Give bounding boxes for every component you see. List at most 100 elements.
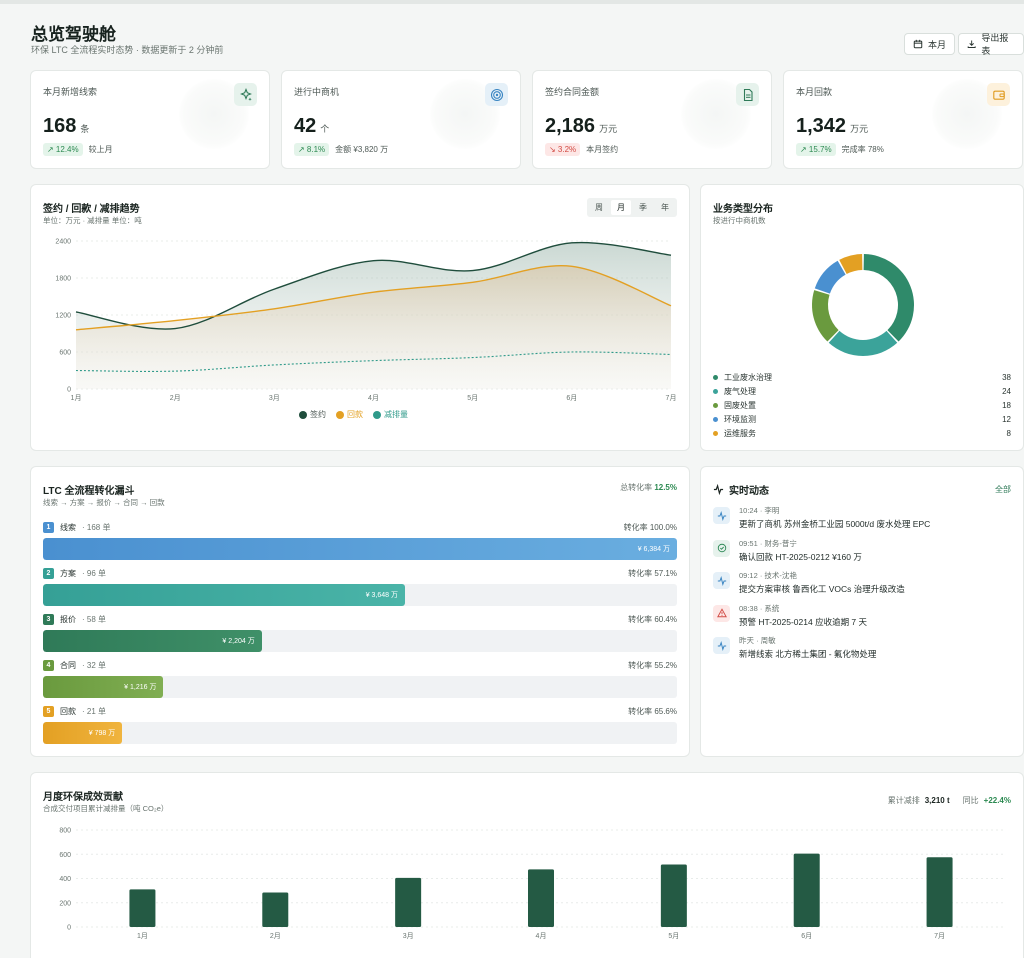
- x-tick-label: 5月: [668, 932, 679, 940]
- biz-legend-row: 固废处置 18: [713, 398, 1011, 412]
- biz-legend-swatch: [713, 402, 718, 408]
- y-tick-label: 2400: [55, 239, 71, 246]
- export-button-label: 导出报表: [981, 33, 1009, 56]
- funnel-bar[interactable]: ¥ 3,648 万: [43, 584, 405, 606]
- page-title: 总览驾驶舱: [31, 25, 116, 44]
- biz-legend-row: 运维服务 8: [713, 426, 1011, 440]
- funnel-track: ¥ 3,648 万: [43, 584, 677, 606]
- funnel-bar[interactable]: ¥ 6,384 万: [43, 538, 677, 560]
- legend-item: 签约: [299, 409, 326, 420]
- activity-all-link[interactable]: 全部: [995, 485, 1011, 494]
- activity-body: 昨天 · 周敏 新增线索 北方稀土集团 - 氟化物处理: [739, 635, 876, 660]
- legend-swatch: [336, 410, 344, 419]
- legend-label: 签约: [310, 410, 326, 419]
- activity-item[interactable]: 08:38 · 系统 预警 HT-2025-0214 应收逾期 7 天: [713, 603, 1011, 628]
- period-tab[interactable]: 周: [595, 203, 603, 212]
- series-area-回款: [76, 265, 671, 389]
- kpi-value-wrap: 168 条: [43, 115, 89, 138]
- donut-slice: [814, 260, 846, 294]
- legend-label: 回款: [347, 410, 363, 419]
- funnel-subtitle: 线索 → 方案 → 报价 → 合同 → 回款: [43, 498, 165, 507]
- biz-legend-swatch: [713, 374, 718, 380]
- funnel-track: ¥ 2,204 万: [43, 630, 677, 652]
- trend-subtitle: 单位：万元 · 减排量 单位：吨: [43, 216, 142, 225]
- funnel-stage-number: 4: [43, 659, 54, 671]
- kpi-unit: 万元: [599, 124, 618, 134]
- kpi-label: 本月新增线索: [43, 87, 98, 97]
- funnel-stage: 5 回款 · 21 单 转化率 65.6% ¥ 798 万: [43, 704, 677, 744]
- funnel-bar[interactable]: ¥ 798 万: [43, 722, 123, 744]
- funnel-title: LTC 全流程转化漏斗: [43, 486, 135, 497]
- activity-text: 更新了商机 苏州金桥工业园 5000t/d 废水处理 EPC: [739, 519, 931, 529]
- x-tick-label: 6月: [566, 394, 577, 402]
- biz-legend-value: 12: [1002, 414, 1011, 424]
- y-tick-label: 1800: [55, 276, 71, 283]
- funnel-card: LTC 全流程转化漏斗 线索 → 方案 → 报价 → 合同 → 回款 总转化率 …: [30, 466, 690, 757]
- y-tick-label: 0: [67, 387, 71, 394]
- y-tick-label: 0: [67, 925, 71, 932]
- funnel-bar[interactable]: ¥ 2,204 万: [43, 630, 262, 652]
- kpi-footer: ↗ 15.7% 完成率 78%: [796, 143, 884, 156]
- period-tab[interactable]: 季: [639, 203, 647, 212]
- funnel-stage-header: 1 线索 · 168 单 转化率 100.0%: [43, 520, 677, 534]
- kpi-label: 进行中商机: [294, 87, 340, 97]
- env-bar: [129, 889, 156, 927]
- funnel-stage-name: 线索: [60, 522, 76, 532]
- env-total-label: 累计减排: [887, 796, 920, 805]
- funnel-stage-rate: 转化率 57.1%: [628, 568, 677, 578]
- period-button[interactable]: 本月: [904, 33, 956, 55]
- x-tick-label: 5月: [467, 394, 478, 402]
- kpi-delta-badge: ↘ 3.2%: [545, 143, 581, 156]
- y-tick-label: 400: [59, 876, 71, 883]
- x-tick-label: 3月: [269, 394, 280, 402]
- period-tab[interactable]: 月: [611, 200, 631, 215]
- funnel-total: 总转化率 12.5%: [620, 482, 677, 493]
- funnel-stage-number: 5: [43, 705, 54, 717]
- funnel-stage-name: 方案: [60, 568, 76, 578]
- activity-item[interactable]: 09:12 · 技术-沈艳 提交方案审核 鲁西化工 VOCs 治理升级改造: [713, 570, 1011, 595]
- kpi-value: 42: [294, 115, 317, 137]
- biz-legend-name: 工业废水治理: [724, 372, 772, 382]
- x-tick-label: 7月: [666, 394, 677, 402]
- top-border: [0, 0, 1024, 4]
- legend-item: 回款: [336, 409, 363, 420]
- activity-item[interactable]: 10:24 · 李明 更新了商机 苏州金桥工业园 5000t/d 废水处理 EPC: [713, 505, 1011, 530]
- funnel-bar[interactable]: ¥ 1,216 万: [43, 676, 164, 698]
- env-title: 月度环保成效贡献: [43, 792, 123, 803]
- period-tab[interactable]: 年: [661, 203, 669, 212]
- legend-swatch: [373, 410, 381, 419]
- kpi-delta-badge: ↗ 15.7%: [796, 143, 836, 156]
- activity-text: 新增线索 北方稀土集团 - 氟化物处理: [739, 649, 877, 659]
- funnel-stage-count: · 58 单: [82, 614, 107, 624]
- x-tick-label: 4月: [368, 394, 379, 402]
- series-line-回款: [75, 264, 672, 331]
- activity-item[interactable]: 09:51 · 财务-普宁 确认回款 HT-2025-0212 ¥160 万: [713, 538, 1011, 563]
- funnel-stage-header: 4 合同 · 32 单 转化率 55.2%: [43, 658, 677, 672]
- activity-meta: 08:38 · 系统: [739, 603, 780, 613]
- funnel-stage: 2 方案 · 96 单 转化率 57.1% ¥ 3,648 万: [43, 566, 677, 606]
- env-bar: [528, 869, 554, 927]
- y-tick-label: 600: [59, 852, 71, 859]
- kpi-label: 本月回款: [796, 87, 833, 97]
- biz-legend-row: 工业废水治理 38: [713, 370, 1011, 384]
- export-button[interactable]: 导出报表: [958, 33, 1024, 56]
- pulse-icon: [713, 507, 730, 524]
- trend-legend: 签约 回款 减排量: [299, 409, 408, 420]
- x-tick-label: 4月: [536, 932, 547, 940]
- env-bar: [395, 877, 422, 927]
- pulse-icon: [713, 484, 724, 495]
- kpi-footer: ↘ 3.2% 本月签约: [545, 143, 618, 156]
- y-tick-label: 800: [59, 828, 71, 835]
- funnel-stage-header: 3 报价 · 58 单 转化率 60.4%: [43, 612, 677, 626]
- biz-card: 业务类型分布 按进行中商机数 工业废水治理 38 废气处理 24 固废处置 18 环境监测 1…: [700, 184, 1024, 451]
- x-tick-label: 1月: [137, 932, 148, 940]
- kpi-value: 1,342: [796, 115, 847, 137]
- funnel-stage-count: · 21 单: [82, 706, 107, 716]
- env-bar: [262, 892, 289, 927]
- activity-meta: 09:12 · 技术-沈艳: [739, 571, 797, 580]
- funnel-stage-count: · 32 单: [82, 660, 107, 670]
- activity-item[interactable]: 昨天 · 周敏 新增线索 北方稀土集团 - 氟化物处理: [713, 635, 1011, 660]
- donut-slice: [863, 254, 914, 342]
- funnel-stage-name: 回款: [60, 706, 76, 716]
- env-yoy-label: 同比: [962, 796, 979, 805]
